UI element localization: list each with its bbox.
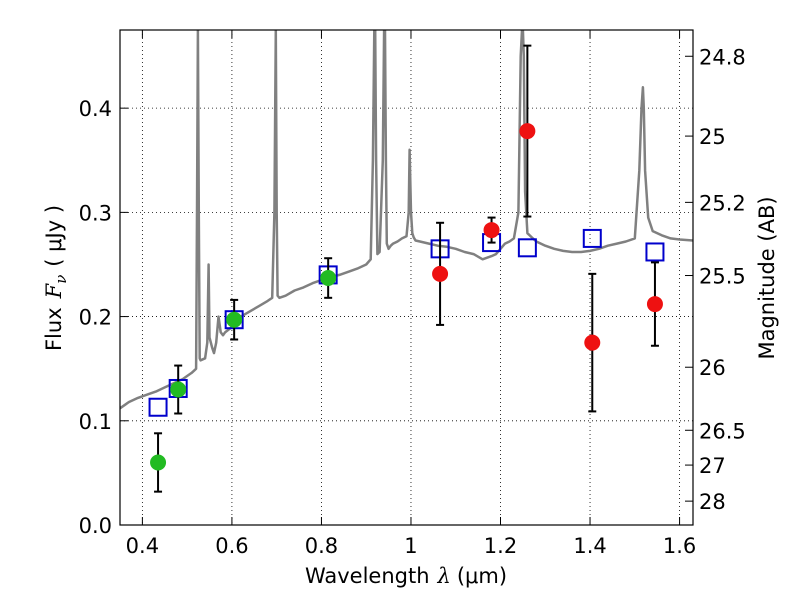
plot-frame <box>119 29 694 526</box>
y-tick-label: 0.0 <box>79 514 112 538</box>
y-axis-label-symbol: F <box>42 282 66 299</box>
model-photometry-square <box>645 242 665 262</box>
y2-tick-label: 27 <box>699 454 726 478</box>
data-layer <box>120 30 693 417</box>
x-axis-label: Wavelength λ (μm) <box>305 564 507 588</box>
errorbar-layer <box>150 44 663 493</box>
observed-flux-point <box>320 270 337 287</box>
x-tick-label: 1 <box>404 534 417 558</box>
model-sed-line <box>120 30 693 410</box>
x-tick-label: 1.2 <box>484 534 517 558</box>
y-tick-label: 0.3 <box>79 201 112 225</box>
x-tick-label: 1.4 <box>573 534 606 558</box>
x-axis-label-symbol: λ <box>437 564 451 588</box>
observed-flux-point <box>483 222 500 239</box>
y-tick-label: 0.1 <box>79 410 112 434</box>
x-tick-label: 0.6 <box>215 534 248 558</box>
x-axis-label-text: Wavelength <box>305 564 430 588</box>
grid <box>120 30 693 526</box>
y2-axis-label: Magnitude (AB) <box>755 196 779 359</box>
y2-tick-label: 24.8 <box>699 45 746 69</box>
tick-layer: 0.4 0.6 0.8 1 1.2 1.4 1.6 0.0 0.1 0.2 0.3 0.4 24.8 25… <box>79 30 746 558</box>
observed-flux-point <box>584 334 601 351</box>
observed-flux-point <box>646 296 663 313</box>
observed-flux-point <box>519 123 536 140</box>
y-axis-label-text: Flux <box>42 307 66 351</box>
model-photometry-square <box>148 397 168 417</box>
plot-background <box>120 30 693 525</box>
x-tick-label: 1.6 <box>663 534 696 558</box>
observed-flux-point <box>170 381 187 398</box>
y-axis-label-unit: ( μJy ) <box>42 205 66 267</box>
y-axis-label: Flux Fν ( μJy ) <box>42 205 70 351</box>
y-tick-label: 0.4 <box>79 97 112 121</box>
y2-tick-label: 26 <box>699 356 726 380</box>
y2-tick-label: 25.5 <box>699 265 746 289</box>
observed-flux-point <box>150 454 167 471</box>
x-tick-label: 0.4 <box>126 534 159 558</box>
y2-tick-label: 25.2 <box>699 191 746 215</box>
y2-tick-label: 28 <box>699 490 726 514</box>
model-photometry-square <box>582 228 602 248</box>
observed-flux-point <box>432 265 449 282</box>
model-photometry-square <box>517 238 537 258</box>
observed-flux-point <box>226 311 243 328</box>
x-tick-label: 0.8 <box>305 534 338 558</box>
y-axis-label-subscript: ν <box>52 275 70 284</box>
x-axis-label-unit: (μm) <box>457 564 507 588</box>
y2-tick-label: 25 <box>699 125 726 149</box>
y-tick-label: 0.2 <box>79 306 112 330</box>
y2-tick-label: 26.5 <box>699 419 746 443</box>
